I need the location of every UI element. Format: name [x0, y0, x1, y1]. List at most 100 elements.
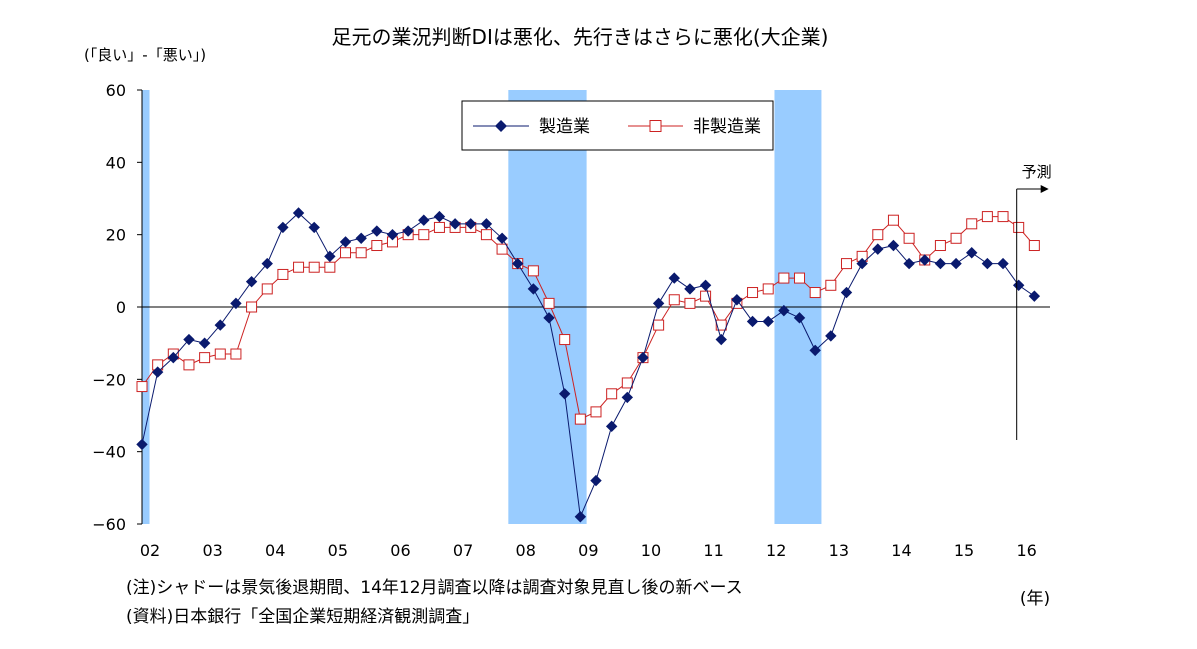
data-point-manufacturing	[1028, 290, 1041, 302]
y-tick-labels: 60 40 20 0 −20 −40 −60	[92, 81, 126, 534]
data-point-manufacturing	[167, 351, 180, 364]
series-line-non-manufacturing	[141, 216, 1035, 420]
data-point-non-manufacturing	[903, 232, 915, 244]
data-point-manufacturing	[465, 218, 477, 230]
data-point-manufacturing	[574, 511, 587, 523]
data-point-manufacturing	[778, 304, 790, 317]
data-point-non-manufacturing	[183, 359, 195, 371]
x-tick-label: 13	[829, 541, 849, 560]
data-point-manufacturing	[903, 257, 915, 270]
data-point-manufacturing	[887, 239, 900, 252]
data-point-non-manufacturing	[747, 287, 759, 299]
data-point-non-manufacturing	[872, 229, 884, 241]
data-point-manufacturing	[699, 279, 712, 292]
data-point-manufacturing	[558, 388, 571, 400]
data-point-non-manufacturing	[355, 247, 367, 259]
data-point-non-manufacturing	[308, 261, 320, 273]
axes	[137, 89, 1050, 525]
x-tick-label: 07	[453, 541, 473, 560]
data-point-non-manufacturing	[762, 283, 774, 295]
x-tick-label: 11	[703, 541, 723, 560]
data-point-manufacturing	[950, 257, 962, 270]
data-point-manufacturing	[652, 297, 665, 310]
data-point-manufacturing	[762, 315, 774, 328]
data-point-non-manufacturing	[340, 247, 352, 259]
data-point-manufacturing	[919, 254, 931, 266]
y-tick-label: −40	[92, 443, 126, 462]
legend-label-non-manufacturing: 非製造業	[693, 117, 761, 137]
data-point-manufacturing	[934, 257, 947, 270]
data-point-manufacturing	[198, 337, 211, 349]
chart-title: 足元の業況判断DIは悪化、先行きはさらに悪化(大企業)	[332, 25, 829, 49]
data-point-manufacturing	[715, 333, 727, 346]
x-tick-labels: 02 03 04 05 06 07 08 09 10 11 12 13 14 15 16	[140, 541, 1037, 560]
data-point-manufacturing	[355, 232, 367, 244]
data-point-manufacturing	[637, 351, 649, 364]
data-point-manufacturing	[825, 330, 837, 342]
data-point-non-manufacturing	[621, 377, 633, 389]
data-point-manufacturing	[731, 294, 743, 306]
x-axis-unit-label: (年)	[1020, 589, 1050, 609]
legend-label-manufacturing: 製造業	[539, 117, 590, 137]
data-point-non-manufacturing	[480, 229, 492, 241]
data-point-non-manufacturing	[277, 268, 289, 280]
data-point-manufacturing	[402, 225, 414, 237]
data-point-non-manufacturing	[230, 348, 242, 360]
data-point-manufacturing	[856, 257, 868, 270]
data-point-manufacturing	[292, 207, 305, 219]
legend: 製造業 非製造業	[461, 100, 774, 151]
data-point-non-manufacturing	[653, 319, 665, 331]
data-point-non-manufacturing	[324, 261, 336, 273]
data-point-non-manufacturing	[668, 294, 680, 306]
data-point-non-manufacturing	[715, 319, 727, 331]
data-point-non-manufacturing	[590, 406, 602, 418]
data-point-manufacturing	[324, 250, 336, 263]
data-point-manufacturing	[527, 283, 540, 295]
data-point-non-manufacturing	[199, 352, 211, 364]
x-tick-label: 02	[140, 541, 160, 560]
legend-marker-non-manufacturing	[649, 120, 662, 132]
x-tick-label: 06	[390, 541, 410, 560]
data-point-manufacturing	[277, 221, 289, 234]
data-point-non-manufacturing	[950, 232, 962, 244]
x-tick-label: 15	[954, 541, 974, 560]
data-point-non-manufacturing	[684, 297, 696, 309]
data-point-manufacturing	[339, 236, 352, 248]
data-point-manufacturing	[496, 232, 508, 244]
x-tick-label: 05	[328, 541, 348, 560]
data-point-manufacturing	[136, 438, 148, 451]
data-point-non-manufacturing	[136, 381, 148, 393]
data-point-manufacturing	[418, 214, 430, 226]
data-point-manufacturing	[809, 344, 821, 357]
series-layer	[136, 207, 1041, 523]
data-point-non-manufacturing	[934, 240, 946, 252]
data-point-non-manufacturing	[1028, 240, 1040, 252]
data-point-manufacturing	[605, 420, 618, 433]
forecast-label: 予測	[1022, 163, 1052, 181]
data-point-manufacturing	[590, 474, 602, 487]
data-point-non-manufacturing	[433, 221, 445, 233]
x-tick-label: 10	[641, 541, 661, 560]
data-point-manufacturing	[214, 319, 226, 331]
x-tick-label: 12	[766, 541, 786, 560]
data-point-non-manufacturing	[887, 214, 899, 226]
data-point-manufacturing	[621, 391, 634, 404]
data-point-non-manufacturing	[527, 265, 539, 277]
y-tick-label: 20	[106, 226, 126, 245]
x-tick-label: 14	[891, 541, 911, 560]
data-point-manufacturing	[543, 312, 555, 324]
data-point-non-manufacturing	[559, 334, 571, 346]
x-tick-label: 08	[516, 541, 536, 560]
data-point-non-manufacturing	[574, 413, 586, 425]
data-point-non-manufacturing	[966, 218, 978, 230]
data-point-manufacturing	[1012, 279, 1025, 292]
legend-marker-manufacturing	[495, 120, 507, 132]
data-point-manufacturing	[386, 228, 399, 241]
data-point-manufacturing	[308, 221, 320, 234]
data-point-manufacturing	[981, 257, 994, 270]
data-point-manufacturing	[966, 247, 978, 259]
x-tick-label: 09	[578, 541, 598, 560]
data-point-non-manufacturing	[997, 211, 1009, 223]
data-point-non-manufacturing	[418, 229, 430, 241]
data-point-non-manufacturing	[543, 297, 555, 309]
